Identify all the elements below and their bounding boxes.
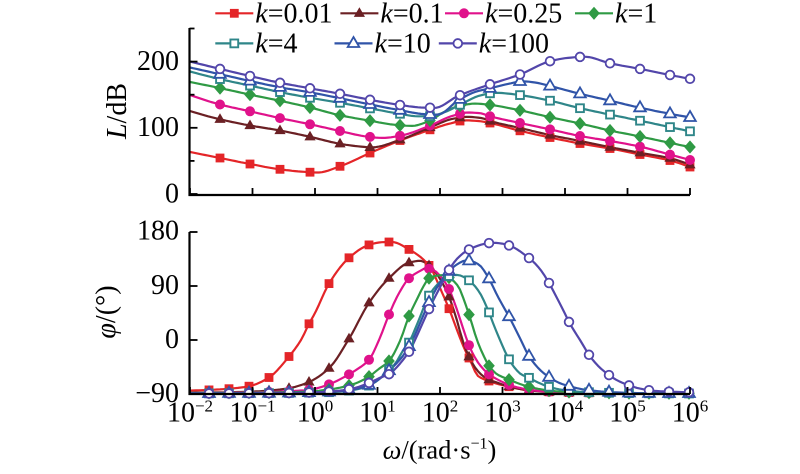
svg-text:0: 0 bbox=[165, 178, 179, 209]
svg-text:k=0.01: k=0.01 bbox=[255, 0, 332, 30]
svg-text:−90: −90 bbox=[135, 378, 179, 409]
svg-text:180: 180 bbox=[137, 216, 179, 247]
svg-text:L/dB: L/dB bbox=[102, 83, 133, 140]
svg-text:k=0.1: k=0.1 bbox=[380, 0, 443, 30]
svg-text:φ/(°): φ/(°) bbox=[91, 285, 122, 338]
svg-text:k=0.25: k=0.25 bbox=[485, 0, 562, 30]
svg-text:200: 200 bbox=[137, 46, 179, 77]
svg-text:0: 0 bbox=[165, 324, 179, 355]
svg-text:k=10: k=10 bbox=[375, 29, 431, 60]
svg-text:90: 90 bbox=[151, 270, 179, 301]
svg-text:k=100: k=100 bbox=[479, 29, 549, 60]
svg-text:k=4: k=4 bbox=[255, 29, 297, 60]
svg-text:k=1: k=1 bbox=[615, 0, 657, 30]
svg-text:100: 100 bbox=[137, 112, 179, 143]
